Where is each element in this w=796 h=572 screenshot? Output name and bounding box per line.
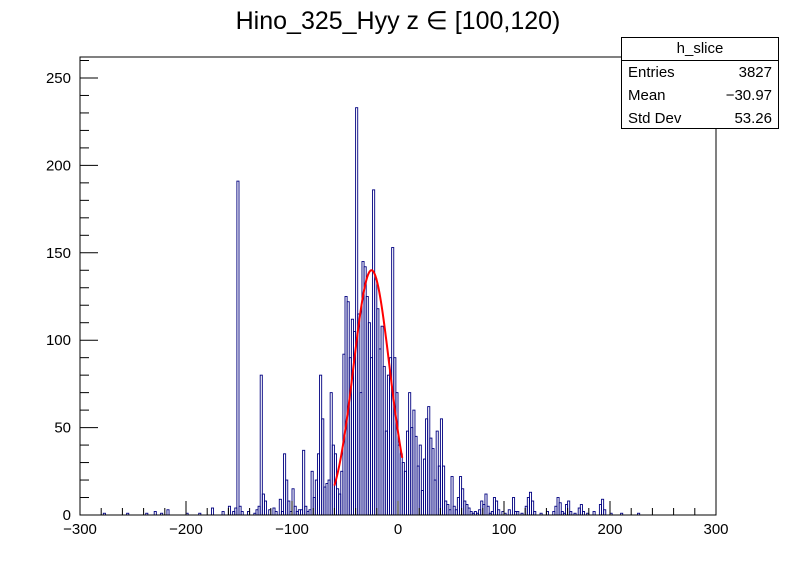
x-tick-label: 100	[491, 521, 516, 538]
x-tick-label: −300	[63, 521, 97, 538]
y-tick-label: 50	[54, 420, 71, 437]
stats-row-mean: Mean −30.97	[622, 84, 778, 107]
histogram-bin	[240, 511, 244, 516]
histogram-bin	[166, 509, 170, 516]
histogram-bin	[210, 507, 215, 516]
histogram-bin	[533, 511, 537, 516]
histogram-bin	[507, 509, 511, 516]
stats-box: h_slice Entries 3827 Mean −30.97 Std Dev…	[621, 37, 779, 129]
histogram-bin	[274, 511, 278, 516]
histogram-bin	[302, 449, 306, 516]
stats-value-entries: 3827	[738, 64, 772, 81]
histogram-bin	[603, 509, 607, 516]
y-tick-label: 200	[46, 157, 71, 174]
histogram-bin	[581, 511, 586, 516]
y-tick-label: 0	[63, 507, 71, 524]
gaussian-fit-curve	[333, 269, 404, 486]
stats-value-mean: −30.97	[725, 87, 772, 104]
stats-row-stddev: Std Dev 53.26	[622, 107, 778, 130]
histogram-bin	[516, 511, 520, 516]
stats-title: h_slice	[622, 38, 778, 61]
stats-label-stddev: Std Dev	[628, 110, 682, 127]
y-tick-label: 150	[46, 245, 71, 262]
histogram-bin	[153, 511, 157, 516]
histogram-bin	[592, 511, 596, 516]
stats-value-stddev: 53.26	[734, 110, 772, 127]
x-tick-label: −200	[169, 521, 203, 538]
histogram-bin	[263, 500, 268, 516]
histogram-bin	[569, 511, 573, 516]
y-tick-label: 100	[46, 332, 71, 349]
stats-label-mean: Mean	[628, 87, 666, 104]
y-tick-label: 250	[46, 70, 71, 87]
stats-row-entries: Entries 3827	[622, 61, 778, 84]
x-tick-label: 0	[394, 521, 402, 538]
chart-title: Hino_325_Hyy z ∈ [100,120)	[235, 7, 561, 35]
histogram-bin	[236, 180, 240, 516]
x-tick-label: 300	[703, 521, 728, 538]
x-tick-label: 200	[597, 521, 622, 538]
histogram-bin	[497, 509, 501, 516]
stats-label-entries: Entries	[628, 64, 675, 81]
histogram-bin	[221, 511, 225, 516]
x-tick-label: −100	[275, 521, 309, 538]
